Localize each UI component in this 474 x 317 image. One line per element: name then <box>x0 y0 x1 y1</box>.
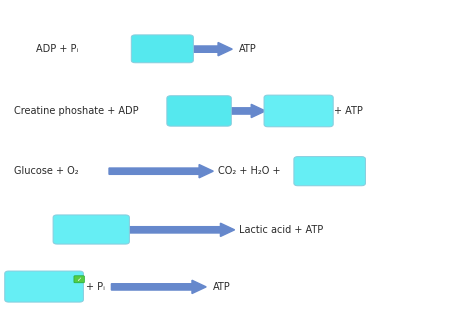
Text: + ATP: + ATP <box>334 106 363 116</box>
FancyBboxPatch shape <box>264 95 333 127</box>
Text: Lactic acid + ATP: Lactic acid + ATP <box>239 225 324 235</box>
Text: CO₂ + H₂O +: CO₂ + H₂O + <box>218 166 281 176</box>
FancyBboxPatch shape <box>74 276 84 283</box>
FancyBboxPatch shape <box>131 35 193 63</box>
FancyBboxPatch shape <box>294 157 365 186</box>
FancyBboxPatch shape <box>5 271 83 302</box>
Text: ADP + Pᵢ: ADP + Pᵢ <box>36 44 78 54</box>
Text: ATP: ATP <box>213 282 231 292</box>
FancyArrow shape <box>111 280 206 294</box>
FancyBboxPatch shape <box>53 215 129 244</box>
FancyArrow shape <box>128 223 235 236</box>
Text: + Pᵢ: + Pᵢ <box>86 282 105 292</box>
Text: ATP: ATP <box>239 44 257 54</box>
Text: Glucose + O₂: Glucose + O₂ <box>14 166 79 176</box>
Text: Creatine phoshate + ADP: Creatine phoshate + ADP <box>14 106 139 116</box>
FancyArrow shape <box>140 42 232 56</box>
FancyArrow shape <box>109 165 213 178</box>
Text: ✓: ✓ <box>76 277 82 282</box>
FancyBboxPatch shape <box>167 96 231 126</box>
FancyArrow shape <box>175 104 265 118</box>
